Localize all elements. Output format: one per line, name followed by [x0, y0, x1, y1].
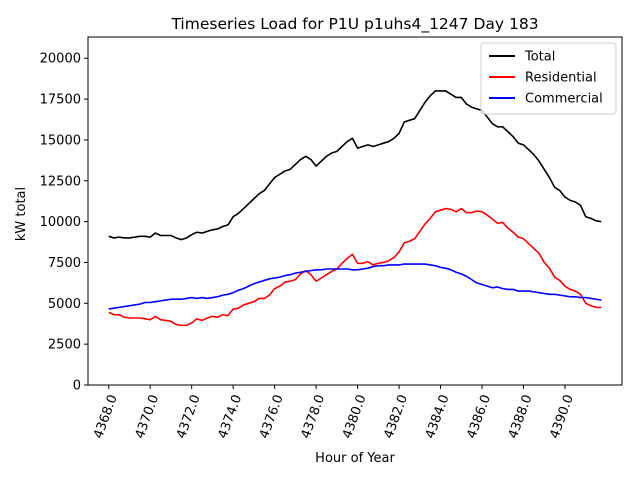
series-layer — [108, 90, 602, 327]
legend-label-commercial: Commercial — [525, 92, 603, 107]
series-line-total — [108, 90, 602, 241]
y-tick-label: 20000 — [40, 52, 81, 67]
y-tick-label: 0 — [73, 379, 81, 394]
legend-label-residential: Residential — [525, 71, 597, 86]
y-tick-label: 5000 — [48, 297, 81, 312]
x-axis-label: Hour of Year — [315, 451, 395, 466]
legend: Total Residential Commercial — [480, 42, 617, 115]
legend-box — [480, 42, 617, 115]
legend-label-total: Total — [524, 50, 555, 65]
series-line-residential — [108, 207, 602, 327]
y-axis: 0 2500 5000 7500 10000 12500 15000 17500 20000 — [40, 52, 88, 394]
y-tick-label: 15000 — [40, 133, 81, 148]
y-tick-label: 12500 — [40, 174, 81, 189]
y-tick-label: 17500 — [40, 93, 81, 108]
plot-frame — [87, 36, 623, 386]
y-tick-label: 2500 — [48, 338, 81, 353]
chart-title: Timeseries Load for P1U p1uhs4_1247 Day … — [170, 15, 538, 34]
y-tick-label: 10000 — [40, 215, 81, 230]
y-axis-label: kW total — [14, 187, 29, 241]
y-tick-label: 7500 — [48, 256, 81, 271]
series-line-commercial — [108, 263, 602, 310]
